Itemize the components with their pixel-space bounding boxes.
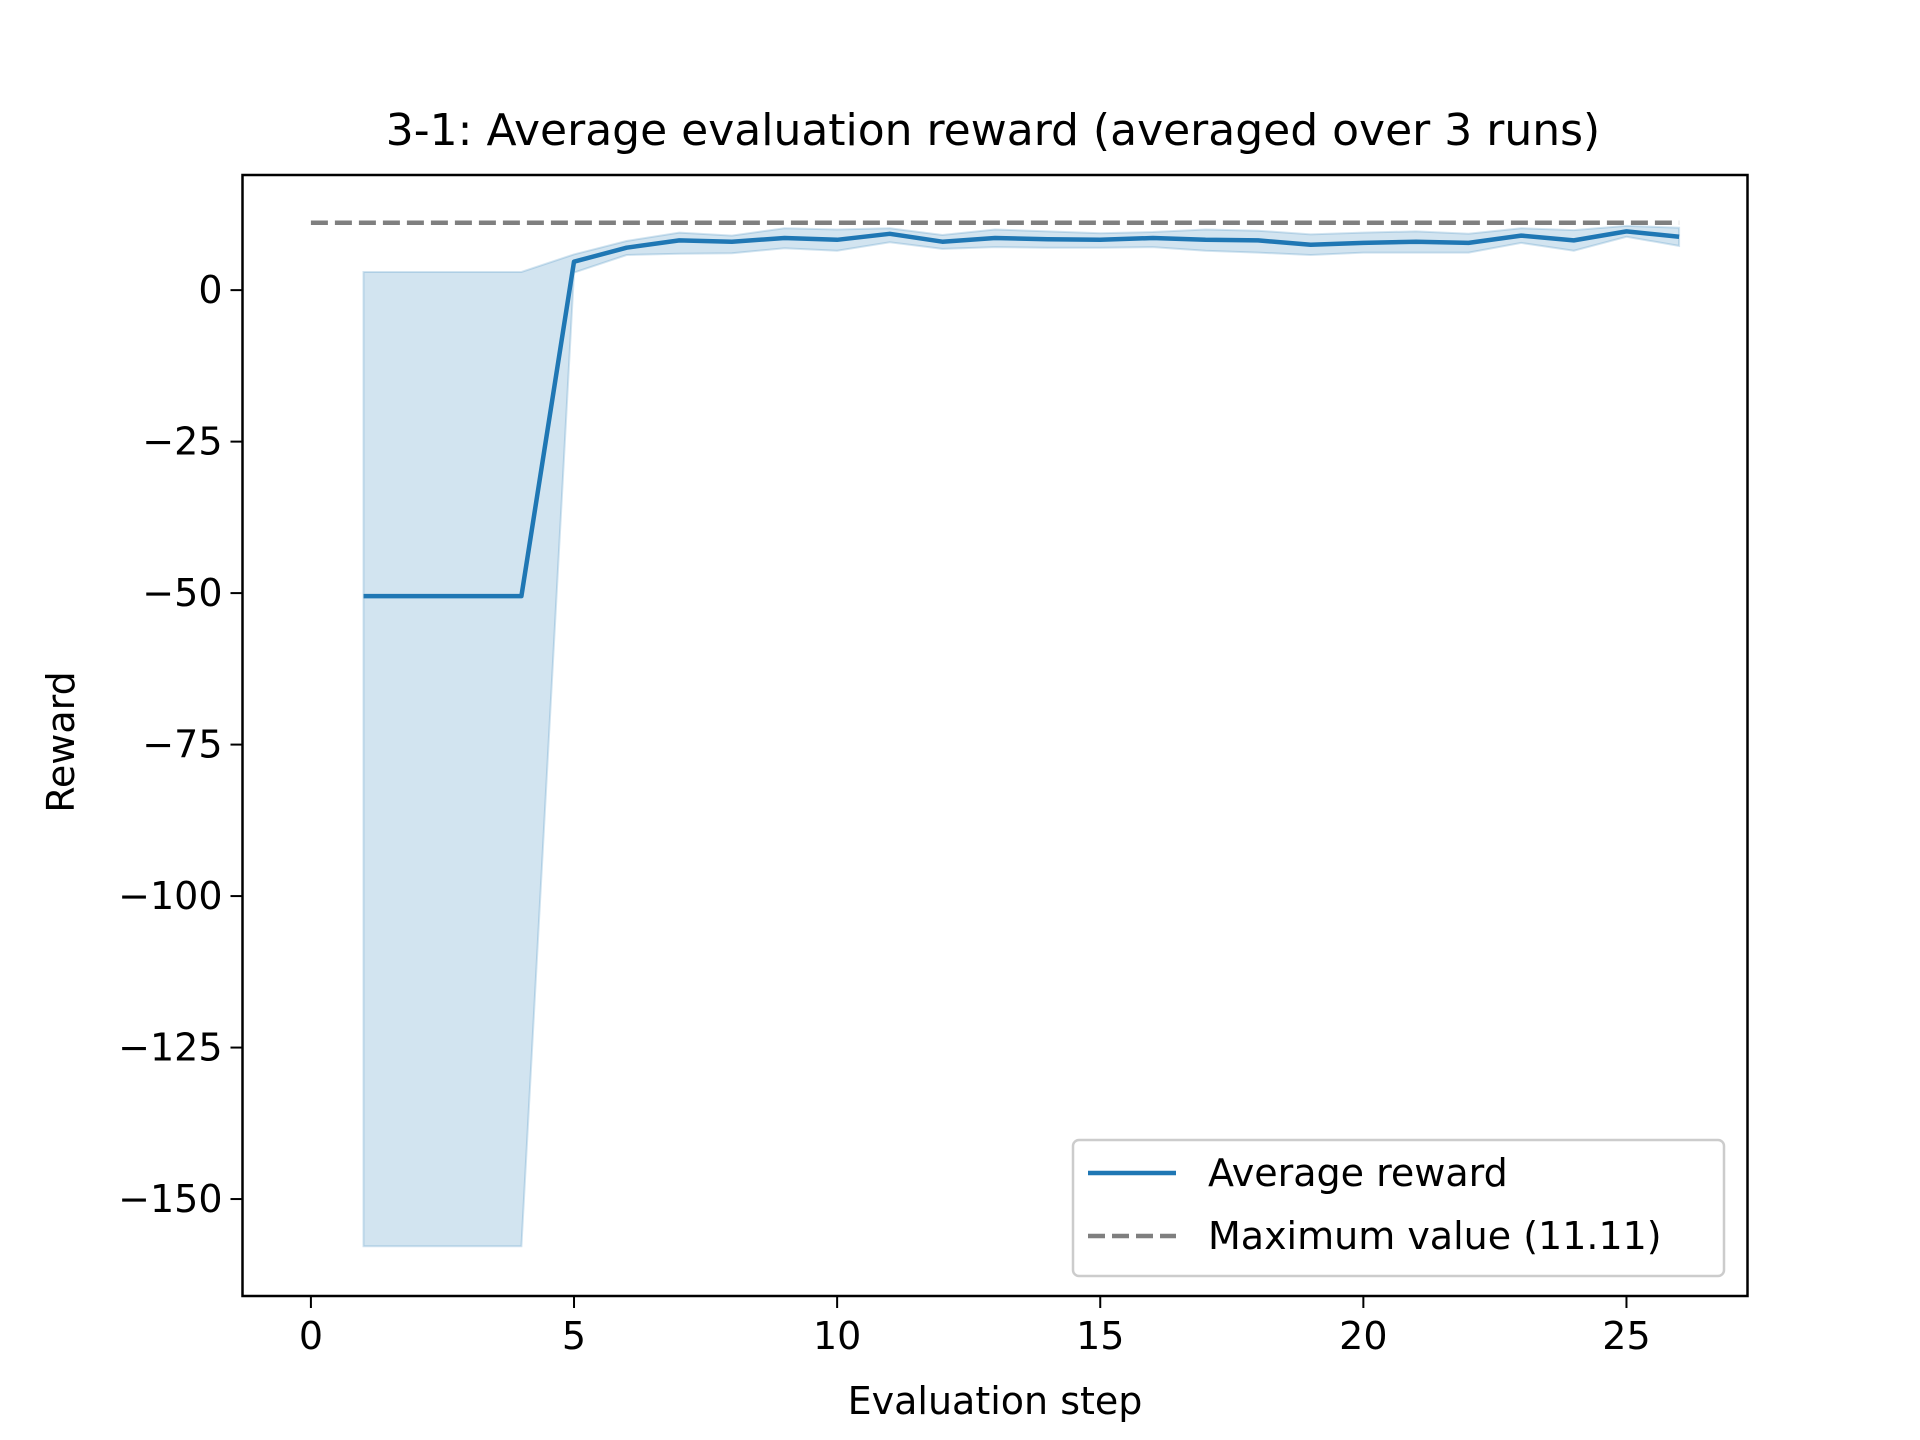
- plot-area: [241, 173, 1749, 1298]
- legend-box: [1071, 1138, 1726, 1278]
- legend: Average reward Maximum value (11.11): [1071, 1138, 1726, 1278]
- series-line-layer: [310, 220, 1680, 599]
- y-axis-label: Reward: [39, 671, 83, 813]
- x-tick-label: 10: [813, 1314, 861, 1358]
- y-tick-label: −75: [142, 723, 222, 767]
- legend-label-average-reward: Average reward: [1208, 1151, 1508, 1195]
- y-tick-label: −125: [118, 1026, 222, 1070]
- x-tick-label: 25: [1602, 1314, 1650, 1358]
- y-axis: 0 −25 −50 −75 −100 −125 −150: [118, 268, 243, 1221]
- x-axis-label: Evaluation step: [848, 1379, 1143, 1423]
- plot-frame: [241, 173, 1749, 1298]
- legend-label-maximum-value: Maximum value (11.11): [1208, 1214, 1662, 1258]
- y-tick-label: −50: [142, 571, 222, 615]
- x-axis: 0 5 10 15 20 25: [299, 1296, 1651, 1358]
- y-tick-label: −25: [142, 420, 222, 464]
- chart-title: 3-1: Average evaluation reward (averaged…: [386, 105, 1600, 156]
- series-line-average-reward: [363, 229, 1680, 599]
- x-tick-label: 20: [1339, 1314, 1387, 1358]
- x-tick-label: 15: [1076, 1314, 1124, 1358]
- y-tick-label: −100: [118, 874, 222, 918]
- y-tick-label: −150: [118, 1177, 222, 1221]
- x-tick-label: 5: [562, 1314, 586, 1358]
- confidence-band-layer: [362, 224, 1681, 1248]
- y-tick-label: 0: [198, 268, 222, 312]
- confidence-band: [362, 224, 1681, 1248]
- x-tick-label: 0: [299, 1314, 323, 1358]
